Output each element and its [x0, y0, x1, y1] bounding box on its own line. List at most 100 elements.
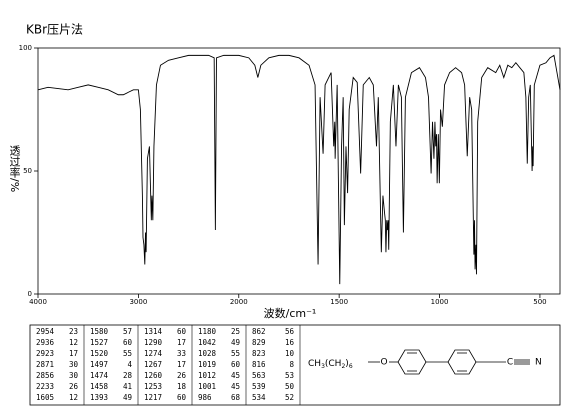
peak-wavenumber: 1527	[90, 338, 108, 347]
y-tick-label: 0	[28, 290, 32, 298]
peak-transmittance: 53	[285, 371, 294, 380]
plot-frame	[37, 47, 561, 295]
peak-wavenumber: 1605	[36, 393, 54, 402]
peak-wavenumber: 862	[252, 327, 266, 336]
formula-subscript: 3	[321, 363, 325, 370]
x-tick-label: 2000	[230, 298, 248, 306]
peak-transmittance: 56	[285, 327, 295, 336]
peak-transmittance: 28	[123, 371, 133, 380]
peak-transmittance: 57	[123, 327, 132, 336]
peak-wavenumber: 823	[252, 349, 266, 358]
peak-wavenumber: 1019	[198, 360, 216, 369]
peak-transmittance: 30	[69, 360, 79, 369]
peak-wavenumber: 2233	[36, 382, 54, 391]
structure	[368, 349, 530, 375]
peak-transmittance: 30	[69, 371, 79, 380]
peak-wavenumber: 1580	[90, 327, 109, 336]
peak-wavenumber: 1267	[144, 360, 162, 369]
x-tick-label: 3000	[129, 298, 147, 306]
x-tick-label: 1000	[431, 298, 449, 306]
peak-wavenumber: 563	[252, 371, 266, 380]
peak-wavenumber: 1497	[90, 360, 108, 369]
peak-wavenumber: 1028	[198, 349, 217, 358]
atom-label: O	[380, 358, 387, 368]
x-tick-label: 1500	[330, 298, 348, 306]
spectrum-line	[37, 54, 561, 285]
atom-label: C	[507, 358, 513, 368]
peak-wavenumber: 1253	[144, 382, 162, 391]
peak-transmittance: 45	[231, 382, 240, 391]
peak-wavenumber: 1180	[198, 327, 217, 336]
peak-transmittance: 17	[69, 349, 78, 358]
formula-text: CH	[308, 359, 321, 369]
peak-wavenumber: 1042	[198, 338, 216, 347]
x-tick-label: 500	[533, 298, 546, 306]
peak-transmittance: 45	[231, 371, 240, 380]
peak-transmittance: 17	[177, 360, 186, 369]
peak-wavenumber: 2856	[36, 371, 55, 380]
peak-transmittance: 26	[177, 371, 187, 380]
peak-transmittance: 12	[69, 338, 78, 347]
peak-wavenumber: 2954	[36, 327, 55, 336]
peak-wavenumber: 1520	[90, 349, 109, 358]
peak-wavenumber: 1274	[144, 349, 163, 358]
peak-transmittance: 12	[69, 393, 78, 402]
x-tick-label: 4000	[29, 298, 47, 306]
y-tick-label: 50	[23, 167, 32, 175]
x-axis-label: 波数/cm⁻¹	[264, 307, 317, 320]
peak-transmittance: 8	[289, 360, 294, 369]
peak-wavenumber: 1474	[90, 371, 109, 380]
peak-transmittance: 23	[69, 327, 78, 336]
peak-wavenumber: 1393	[90, 393, 108, 402]
peak-wavenumber: 816	[252, 360, 266, 369]
formula-text: )	[345, 359, 349, 369]
formula-subscript: 6	[349, 363, 353, 370]
peak-transmittance: 16	[285, 338, 295, 347]
y-tick-label: 100	[19, 44, 32, 52]
peak-transmittance: 49	[123, 393, 132, 402]
peak-wavenumber: 1217	[144, 393, 162, 402]
y-axis-label: 透过率/%	[8, 145, 21, 192]
peak-transmittance: 50	[285, 382, 295, 391]
peak-transmittance: 60	[231, 360, 241, 369]
peak-wavenumber: 1260	[144, 371, 163, 380]
peak-wavenumber: 2871	[36, 360, 54, 369]
peak-transmittance: 55	[231, 349, 240, 358]
peak-transmittance: 60	[123, 338, 133, 347]
benzene-ring	[447, 349, 477, 375]
peak-transmittance: 60	[177, 327, 187, 336]
peak-wavenumber: 1458	[90, 382, 109, 391]
peak-wavenumber: 2923	[36, 349, 54, 358]
peak-wavenumber: 539	[252, 382, 266, 391]
atom-label: N	[535, 358, 542, 368]
peak-transmittance: 55	[123, 349, 132, 358]
peak-transmittance: 26	[69, 382, 79, 391]
peak-transmittance: 49	[231, 338, 240, 347]
peak-wavenumber: 2936	[36, 338, 55, 347]
chart-title: KBr压片法	[26, 23, 83, 37]
peak-transmittance: 68	[231, 393, 241, 402]
peak-wavenumber: 534	[252, 393, 266, 402]
peak-transmittance: 60	[177, 393, 187, 402]
peak-wavenumber: 1314	[144, 327, 163, 336]
formula-text: (CH	[325, 359, 342, 369]
peak-transmittance: 25	[231, 327, 240, 336]
peak-wavenumber: 829	[252, 338, 266, 347]
formula: CH3(CH2)6	[308, 359, 353, 370]
peak-wavenumber: 1290	[144, 338, 163, 347]
peak-transmittance: 41	[123, 382, 132, 391]
peak-transmittance: 18	[177, 382, 187, 391]
peak-wavenumber: 986	[198, 393, 212, 402]
benzene-ring	[397, 349, 427, 375]
peak-transmittance: 4	[127, 360, 132, 369]
peak-transmittance: 52	[285, 393, 294, 402]
formula-subscript: 2	[341, 363, 345, 370]
peak-transmittance: 17	[177, 338, 186, 347]
peak-wavenumber: 1001	[198, 382, 216, 391]
peak-transmittance: 10	[285, 349, 295, 358]
table-frame	[29, 324, 561, 406]
peak-transmittance: 33	[177, 349, 186, 358]
peak-wavenumber: 1012	[198, 371, 216, 380]
